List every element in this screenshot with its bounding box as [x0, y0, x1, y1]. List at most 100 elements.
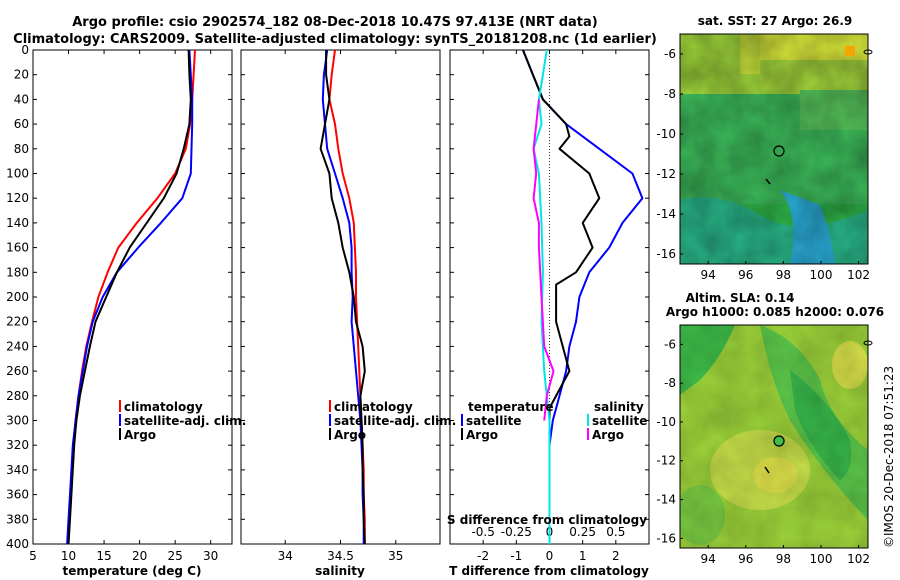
s-diff-tick-label: -0.5	[471, 525, 494, 539]
difference-chart: -2 -1 0 1 2-0.5 -0.25 0 0.25 0.5	[450, 49, 649, 563]
legend-climatology: climatology	[124, 400, 203, 414]
map-x-tick-label: 102	[847, 268, 870, 282]
map-x-tick-label: 96	[738, 552, 753, 566]
map-x-tick-label: 94	[701, 552, 716, 566]
map-x-tick-label: 100	[810, 552, 833, 566]
map-x-tick-label: 94	[701, 268, 716, 282]
x-tick-label: 34	[278, 549, 293, 563]
legend-argo: Argo	[124, 428, 156, 442]
s-diff-tick-label: 0.5	[606, 525, 625, 539]
series-satellite-adj-clim-	[321, 49, 365, 544]
x-tick-label: 2	[612, 549, 620, 563]
legend-t-satellite: satellite	[466, 414, 521, 428]
series-argo	[319, 50, 366, 545]
figure-title-line2: Climatology: CARS2009. Satellite-adjuste…	[13, 32, 657, 47]
sst-map-title: sat. SST: 27 Argo: 26.9	[698, 14, 852, 28]
x-tick-label: 5	[29, 549, 37, 563]
salinity-chart: 34 34.5 35	[241, 49, 440, 563]
series-satellite-adj-clim-	[66, 49, 194, 545]
y-tick-label: 140	[6, 216, 29, 230]
s-diff-tick-label: 0.25	[569, 525, 596, 539]
map-axes: 94 96 98 100 102 -6 -8 -10 -12 -14 -16 94 96 98 100 102…	[656, 47, 870, 566]
legend-satellite: satellite-adj. clim.	[334, 414, 456, 428]
sst-island-icon	[863, 49, 873, 55]
salinity-legend: climatology satellite-adj. clim. Argo	[329, 400, 456, 442]
salinity-xlabel: salinity	[315, 564, 365, 578]
map-x-tick-label: 98	[776, 552, 791, 566]
map-y-tick-label: -14	[656, 493, 676, 507]
sst-track-icon	[765, 178, 771, 185]
x-tick-label: -2	[477, 549, 489, 563]
s-difference-axis-label: S difference from climatology	[447, 513, 647, 527]
map-x-tick-label: 102	[847, 552, 870, 566]
y-tick-label: 400	[6, 537, 29, 551]
y-tick-label: 60	[14, 117, 29, 131]
map-y-tick-label: -14	[656, 207, 676, 221]
sla-argo-marker	[773, 435, 785, 447]
y-tick-label: 160	[6, 241, 29, 255]
map-y-tick-label: -12	[656, 454, 676, 468]
map-x-tick-label: 100	[810, 268, 833, 282]
x-tick-label: 1	[579, 549, 587, 563]
legend-t-argo: Argo	[466, 428, 498, 442]
x-tick-label: 30	[203, 549, 218, 563]
y-tick-label: 20	[14, 68, 29, 82]
x-tick-label: 20	[132, 549, 147, 563]
series-climatology	[328, 49, 366, 544]
sla-map	[680, 325, 868, 548]
y-tick-label: 300	[6, 414, 29, 428]
legend-s-satellite: satellite	[592, 414, 647, 428]
sla-island-icon	[863, 340, 873, 346]
sla-texture	[680, 325, 868, 548]
map-y-tick-label: -12	[656, 167, 676, 181]
sla-track-icon	[764, 466, 770, 474]
series-argo	[67, 49, 192, 545]
map-y-tick-label: -16	[656, 531, 676, 545]
y-tick-label: 180	[6, 265, 29, 279]
series-salinity-argo	[532, 99, 555, 421]
map-y-tick-label: -6	[664, 47, 676, 61]
legend-argo: Argo	[334, 428, 366, 442]
x-tick-label: 25	[168, 549, 183, 563]
s-diff-tick-label: -0.25	[501, 525, 532, 539]
map-y-tick-label: -10	[656, 415, 676, 429]
temperature-legend: climatology satellite-adj. clim. Argo	[119, 400, 246, 442]
temperature-plot-frame	[32, 49, 233, 545]
x-tick-label: -1	[510, 549, 522, 563]
x-tick-label: 0	[546, 549, 554, 563]
legend-climatology: climatology	[334, 400, 413, 414]
x-tick-label: 10	[61, 549, 76, 563]
y-tick-label: 280	[6, 389, 29, 403]
y-tick-label: 320	[6, 438, 29, 452]
y-tick-label: 200	[6, 290, 29, 304]
series-temperature-argo	[522, 49, 601, 544]
sla-map-frame	[679, 324, 869, 549]
salinity-plot-frame	[240, 49, 441, 545]
map-y-tick-label: -8	[664, 376, 676, 390]
credit-text: ©IMOS 20-Dec-2018 07:51:23	[882, 366, 896, 548]
map-x-tick-label: 96	[738, 268, 753, 282]
x-tick-label: 34.5	[327, 549, 354, 563]
x-tick-label: 35	[388, 549, 403, 563]
sla-map-title-line2: Argo h1000: 0.085 h2000: 0.076	[666, 305, 884, 319]
map-y-tick-label: -6	[664, 337, 676, 351]
map-x-tick-label: 98	[776, 268, 791, 282]
temperature-xlabel: temperature (deg C)	[63, 564, 202, 578]
y-tick-label: 0	[21, 43, 29, 57]
legend-temperature-heading: temperature	[468, 400, 553, 414]
legend-s-argo: Argo	[592, 428, 624, 442]
series-climatology	[67, 49, 196, 545]
legend-salinity-heading: salinity	[594, 400, 644, 414]
y-tick-label: 260	[6, 364, 29, 378]
legend-satellite: satellite-adj. clim.	[124, 414, 246, 428]
y-tick-label: 340	[6, 463, 29, 477]
y-tick-label: 80	[14, 142, 29, 156]
temperature-chart: 0 20 40 60 80 100 120 140 160 180 200 220 240 260 280 3…	[6, 43, 232, 563]
sst-argo-marker	[773, 145, 785, 157]
sst-map-frame	[679, 33, 869, 265]
x-tick-label: 15	[96, 549, 111, 563]
difference-xlabel: T difference from climatology	[449, 564, 649, 578]
y-tick-label: 360	[6, 488, 29, 502]
difference-legend: temperature satellite Argo salinity sate…	[461, 400, 647, 442]
